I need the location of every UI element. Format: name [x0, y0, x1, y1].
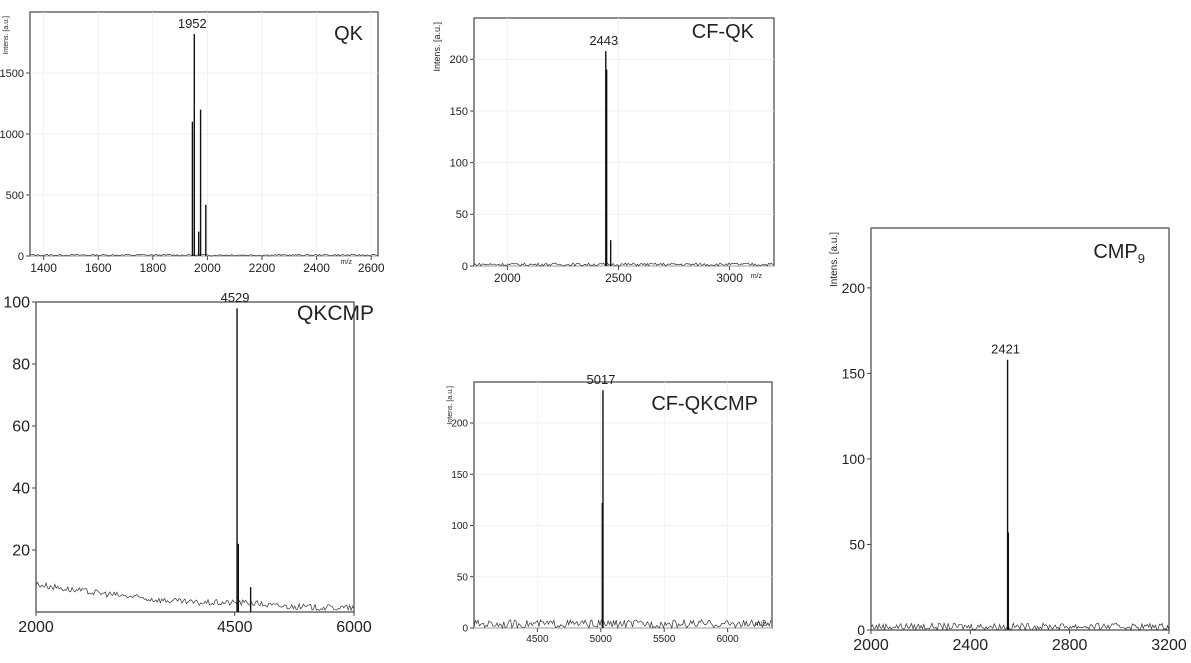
qk-y-tick-label: 1000: [0, 129, 24, 141]
qkcmp-x-tick-label: 2000: [18, 619, 54, 636]
cmp9-trace: [870, 621, 1170, 632]
cfqk-title: CF-QK: [692, 21, 755, 43]
cmp9-y-tick-label: 50: [849, 536, 865, 552]
qk-x-tick-label: 1400: [30, 261, 57, 275]
qk-y-tick-label: 0: [18, 251, 24, 263]
chart-cf-qk: 2000 2500 3000 0 50 100 150 200 Intens. [a.u.] m/…: [424, 4, 782, 286]
cfqkcmp-x-tick-label: 5500: [653, 634, 676, 645]
cfqkcmp-x-tick-label: 5000: [590, 634, 613, 645]
chart-qk: 1400 1600 1800 2000 2200 2400 2600 0 500 1000 1500…: [0, 10, 385, 278]
qk-x-tick-label: 1800: [139, 261, 166, 275]
qkcmp-y-tick-label: 100: [3, 295, 30, 312]
cfqkcmp-title: CF-QKCMP: [651, 393, 758, 415]
cmp9-plot-frame: [870, 227, 1170, 631]
cfqk-trace: [473, 262, 775, 267]
cfqk-y-axis-label: Intens. [a.u.]: [432, 22, 442, 72]
qkcmp-title-main: QKCMP: [297, 302, 374, 325]
cfqkcmp-x-tick-label: 4500: [526, 634, 549, 645]
cfqkcmp-y-tick-label: 50: [457, 572, 469, 583]
qk-trace: [29, 253, 379, 257]
qk-x-tick-label: 2600: [358, 261, 385, 275]
qk-x-tick-label: 2000: [194, 261, 221, 275]
cmp9-peak-label: 2421: [991, 342, 1020, 357]
cfqkcmp-y-tick-label: 200: [451, 419, 468, 430]
cmp9-x-tick-label: 3200: [1151, 637, 1187, 654]
qk-peak-label: 1952: [178, 16, 207, 31]
chart-cf-qkcmp: 4500 5000 5500 6000 0 50 100 150 200 Intens. [a.u…: [428, 372, 780, 652]
qk-x-tick-label: 1600: [85, 261, 112, 275]
cfqkcmp-peak-label: 5017: [587, 372, 616, 387]
cmp9-title: CMP9: [1093, 241, 1145, 266]
chart-cmp9: 2000 2400 2800 3200 0 50 100 150 200 Intens. [a.u…: [815, 214, 1187, 654]
qk-y-tick-label: 1500: [0, 68, 24, 80]
cmp9-y-tick-label: 0: [857, 622, 865, 638]
qk-y-tick-label: 500: [6, 190, 24, 202]
cmp9-y-axis-label: Intens. [a.u.]: [829, 232, 840, 287]
cfqk-x-tick-label: 3000: [716, 271, 743, 285]
cmp9-x-tick-label: 2400: [953, 637, 989, 654]
qk-x-tick-label: 2200: [249, 261, 276, 275]
cmp9-y-tick-label: 100: [842, 451, 866, 467]
chart-qkcmp: 2000 4500 6000 20 40 60 80 100 4529 QKCMP: [3, 290, 386, 652]
cfqk-y-tick-label: 150: [450, 106, 468, 118]
qkcmp-trace: [35, 581, 355, 612]
cmp9-y-tick-label: 200: [842, 280, 866, 296]
qk-x-axis-label: m/z: [341, 259, 353, 266]
cfqk-x-axis-label: m/z: [751, 273, 763, 280]
cfqkcmp-x-tick-label: 6000: [716, 634, 739, 645]
qk-y-axis-label: Intens. [a.u.]: [3, 16, 10, 55]
qk-title: QK: [334, 23, 364, 45]
qkcmp-peak-label: 4529: [221, 290, 250, 305]
cfqkcmp-y-tick-label: 0: [462, 624, 468, 635]
chart-cf-qk-svg: 2000 2500 3000 0 50 100 150 200 Intens. [a.u.] m/…: [432, 17, 775, 285]
qkcmp-title: QKCMP: [297, 302, 374, 325]
qkcmp-y-tick-label: 20: [12, 543, 30, 560]
qkcmp-x-tick-label: 4500: [217, 619, 253, 636]
cmp9-title-sub: 9: [1138, 251, 1145, 266]
cfqk-x-tick-label: 2500: [605, 271, 632, 285]
cfqk-title-main: CF-QK: [692, 21, 755, 43]
qkcmp-y-tick-label: 80: [12, 357, 30, 374]
chart-qkcmp-svg: 2000 4500 6000 20 40 60 80 100 4529 QKCMP: [3, 290, 374, 636]
chart-qk-svg: 1400 1600 1800 2000 2200 2400 2600 0 500 1000 1500…: [0, 11, 385, 275]
cmp9-title-main: CMP: [1093, 241, 1137, 263]
cmp9-x-tick-label: 2000: [853, 637, 889, 654]
cfqkcmp-title-main: CF-QKCMP: [651, 393, 758, 415]
cfqk-y-tick-label: 0: [462, 261, 468, 273]
cfqk-y-tick-label: 200: [450, 54, 468, 66]
cfqkcmp-y-tick-label: 100: [451, 521, 468, 532]
cfqk-peak-label: 2443: [589, 33, 618, 48]
cfqkcmp-trace: [473, 618, 773, 630]
qkcmp-x-tick-label: 6000: [336, 619, 372, 636]
qk-title-main: QK: [334, 23, 364, 45]
qkcmp-plot-frame: [35, 301, 355, 613]
qkcmp-y-tick-label: 40: [12, 481, 30, 498]
qkcmp-y-tick-label: 60: [12, 419, 30, 436]
cfqk-y-tick-label: 100: [450, 158, 468, 170]
qk-x-tick-label: 2400: [303, 261, 330, 275]
cfqkcmp-y-tick-label: 150: [451, 470, 468, 481]
cfqkcmp-y-axis-label: Intens. [a.u.]: [447, 386, 454, 425]
cfqk-plot-frame: [473, 17, 775, 267]
cmp9-y-tick-label: 150: [842, 365, 866, 381]
cfqk-x-tick-label: 2000: [494, 271, 521, 285]
cmp9-x-tick-label: 2800: [1052, 637, 1088, 654]
cfqk-y-tick-label: 50: [456, 209, 468, 221]
